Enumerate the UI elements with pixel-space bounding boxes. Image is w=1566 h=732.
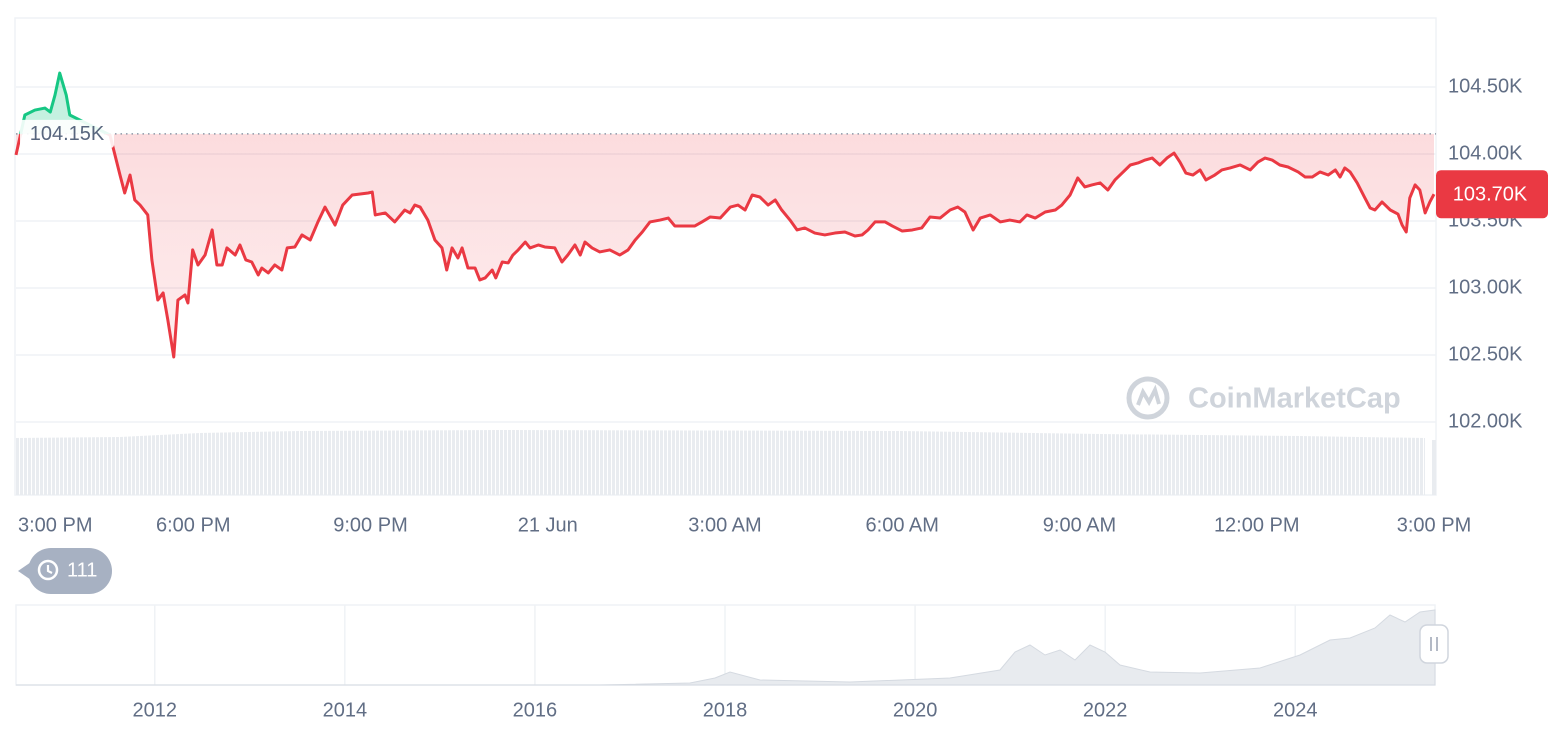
history-badge[interactable]: 111 [18,548,112,594]
watermark: CoinMarketCap [1126,376,1401,420]
nav-tick-label: 2016 [513,699,558,721]
y-tick-label: 104.00K [1448,142,1523,164]
x-tick-label: 21 Jun [518,514,578,536]
x-tick-label: 6:00 PM [156,514,230,536]
x-tick-label: 6:00 AM [866,514,939,536]
watermark-logo [1126,376,1170,420]
open-price-label: 104.15K [30,123,105,145]
nav-tick-label: 2012 [133,699,178,721]
x-tick-label: 9:00 AM [1043,514,1116,536]
x-tick-label: 3:00 PM [1397,514,1471,536]
watermark-logo [1136,384,1161,407]
nav-tick-label: 2018 [703,699,748,721]
price-line-below [14,133,1436,359]
y-tick-label: 102.50K [1448,343,1523,365]
x-tick-label: 3:00 AM [688,514,761,536]
history-icon [37,559,59,581]
nav-tick-label: 2024 [1273,699,1318,721]
open-price-box [20,119,114,148]
handle-body[interactable] [1419,624,1449,664]
y-tick-label: 103.00K [1448,276,1523,298]
x-tick-label: 9:00 PM [333,514,407,536]
current-price-tag [1436,170,1548,219]
navigator-handle[interactable] [1419,624,1449,664]
label-layer: 102.00K102.50K103.00K103.50K104.00K104.5… [18,75,1548,536]
badge-count: 111 [67,559,97,581]
navigator-area [16,609,1436,686]
y-tick-label: 104.50K [1448,75,1523,97]
plot-frame [14,17,1437,496]
history-icon [46,565,53,574]
current-price-label: 103.70K [1453,183,1528,205]
line-layer [14,71,1436,359]
fill-layer [16,73,1434,357]
nav-tick-label: 2022 [1083,699,1128,721]
navigator: 2012 2014 2016 2018 2020 2022 2024 [15,604,1449,721]
x-tick-label: 3:00 PM [18,514,92,536]
watermark-text: CoinMarketCap [1188,383,1401,415]
nav-tick-label: 2020 [893,699,938,721]
y-tick-label: 102.00K [1448,410,1523,432]
area-fill-gradient [16,133,1434,357]
badge-body[interactable] [28,548,112,594]
volume-band [1432,440,1436,495]
volume-band [16,430,1425,495]
nav-tick-label: 2014 [323,699,368,721]
x-tick-label: 12:00 PM [1214,514,1300,536]
